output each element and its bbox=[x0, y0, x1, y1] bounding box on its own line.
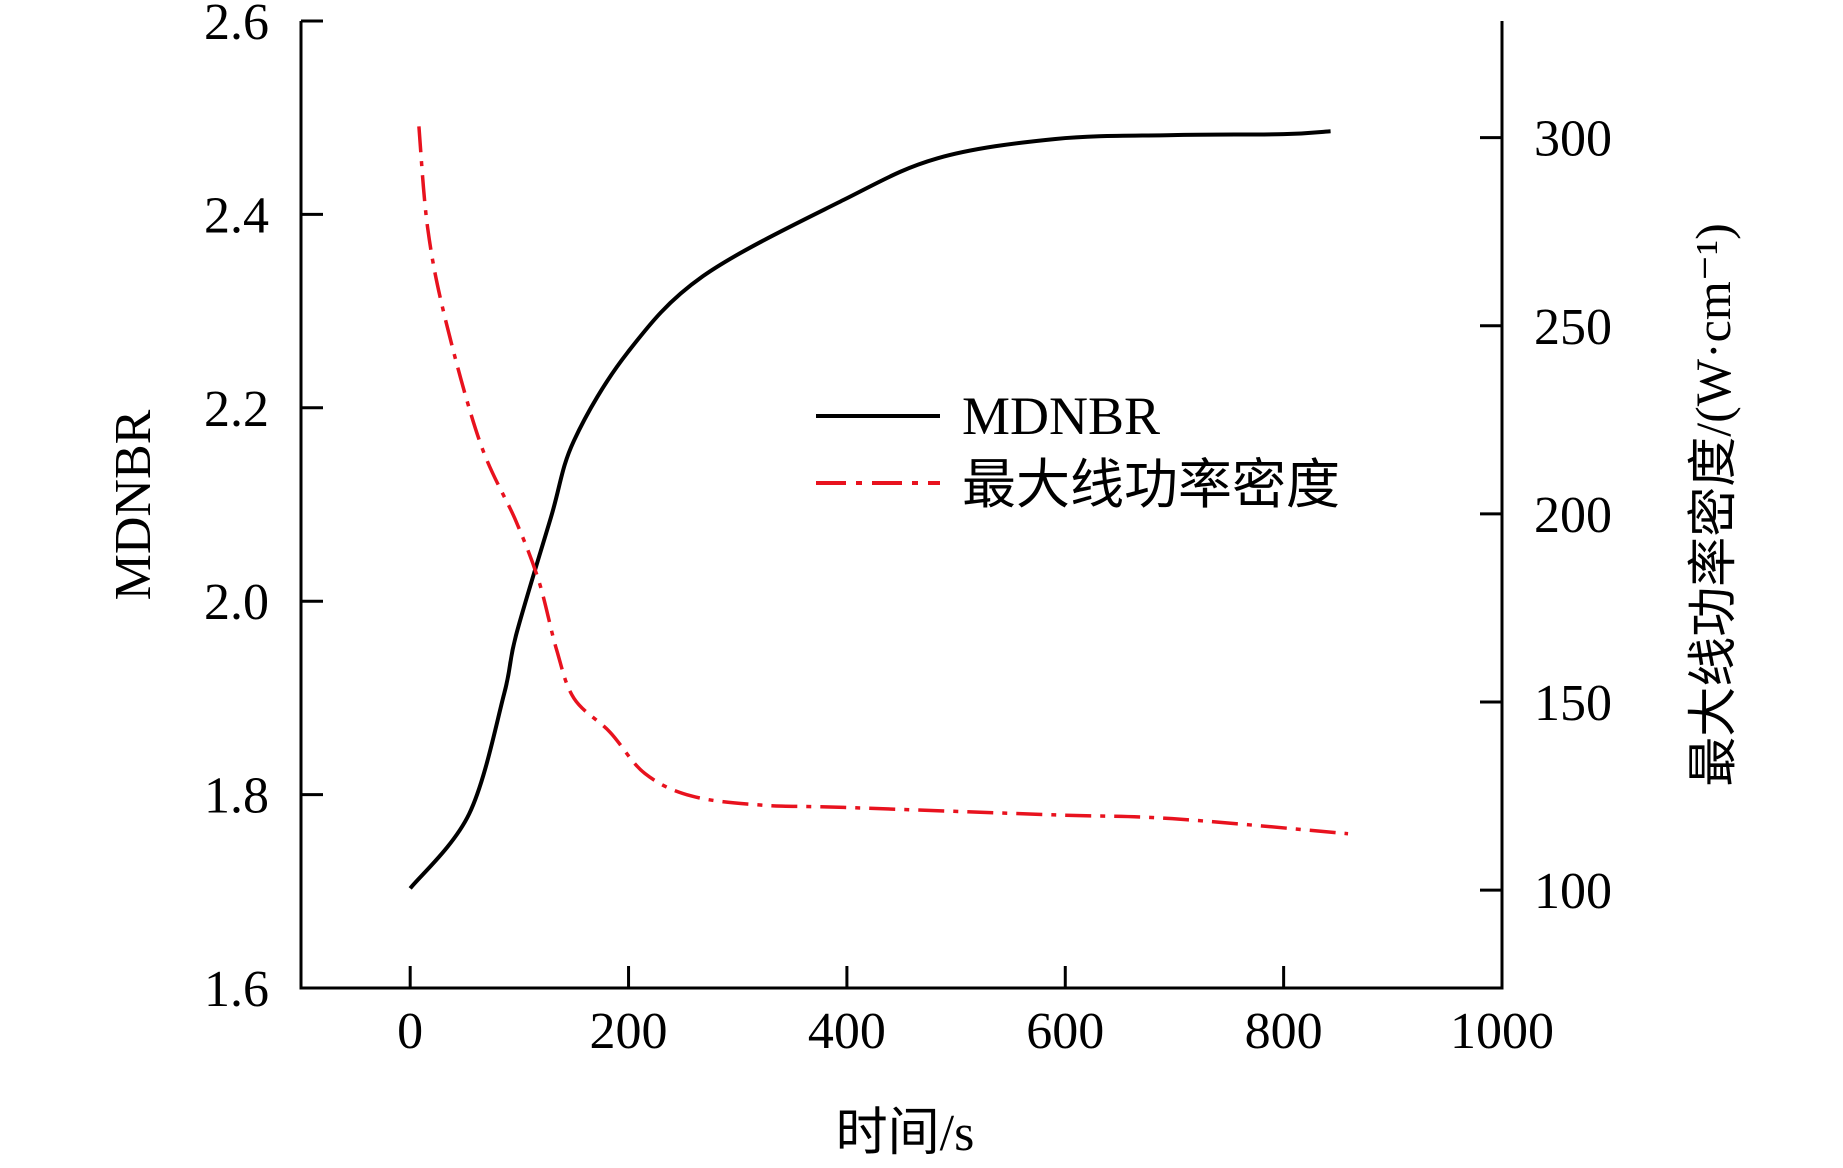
y2-tick-label: 100 bbox=[1534, 863, 1612, 920]
y2-tick-label: 300 bbox=[1534, 111, 1612, 168]
y-tick-label: 1.6 bbox=[204, 961, 269, 1018]
x-tick-label: 600 bbox=[1026, 1003, 1104, 1060]
axis-frame bbox=[299, 21, 1504, 990]
y-tick-label: 2.0 bbox=[204, 574, 269, 631]
legend-label-power: 最大线功率密度 bbox=[962, 455, 1340, 515]
series-line-max-linear-power-density bbox=[417, 126, 1349, 836]
legend-label-mdnbr: MDNBR bbox=[962, 386, 1160, 446]
x-tick-label: 1000 bbox=[1450, 1003, 1554, 1060]
y2-tick-label: 150 bbox=[1534, 675, 1612, 732]
x-tick-label: 200 bbox=[590, 1003, 668, 1060]
y-tick-label: 2.6 bbox=[204, 0, 269, 51]
y-tick-label: 1.8 bbox=[204, 768, 269, 825]
x-tick-label: 400 bbox=[808, 1003, 886, 1060]
x-axis-label: 时间/s bbox=[836, 1105, 975, 1162]
x-tick-label: 0 bbox=[397, 1003, 423, 1060]
y2-tick-label: 250 bbox=[1534, 299, 1612, 356]
x-tick-label: 800 bbox=[1245, 1003, 1323, 1060]
axes: 0 200 400 600 800 1000 1.6 1.8 2.0 2.2 2.4 2.6 100 15… bbox=[204, 0, 1612, 1060]
y-tick-label: 2.4 bbox=[204, 187, 269, 244]
y-axis-label: MDNBR bbox=[105, 409, 162, 600]
series-layer bbox=[408, 126, 1349, 890]
series-line-mdnbr bbox=[408, 129, 1331, 890]
legend: MDNBR 最大线功率密度 bbox=[816, 386, 1340, 515]
y2-axis-label: 最大线功率密度/(W·cm⁻¹) bbox=[1685, 223, 1741, 787]
y-tick-label: 2.2 bbox=[204, 381, 269, 438]
y2-tick-label: 200 bbox=[1534, 487, 1612, 544]
